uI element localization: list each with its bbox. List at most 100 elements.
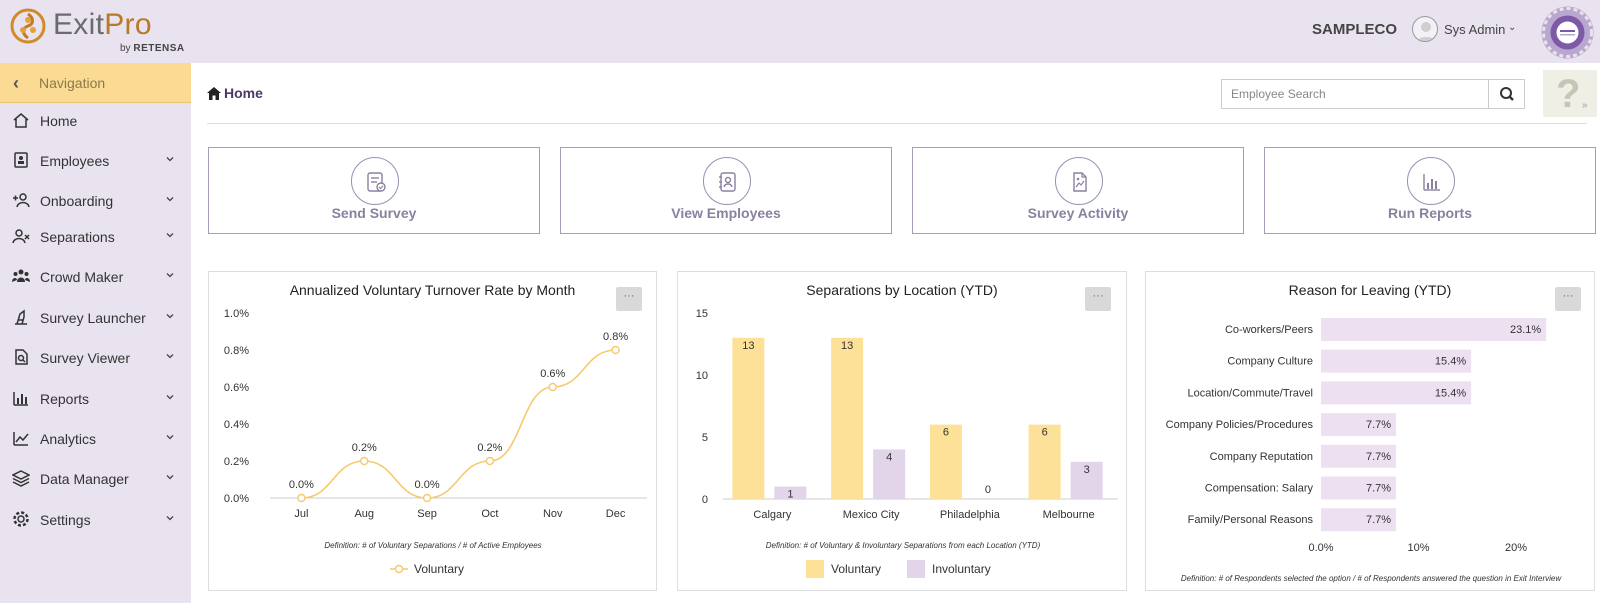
data-label: 7.7% <box>1366 483 1391 495</box>
legend-swatch-involuntary <box>907 560 925 578</box>
data-point <box>422 493 432 503</box>
main-content: Home ? » Send Survey View Employees Surv… <box>191 63 1600 603</box>
chevron-down-icon[interactable] <box>165 472 175 482</box>
navigation-label: Navigation <box>39 75 106 91</box>
reason-bar-chart: Co-workers/Peers 23.1% Company Culture 15.4… <box>1166 318 1562 583</box>
legend-marker-voluntary <box>394 564 404 574</box>
chevron-down-icon[interactable] <box>165 351 175 361</box>
exitpro-logo[interactable]: ExitPro by RETENSA <box>10 6 190 58</box>
chevron-down-icon[interactable] <box>165 194 175 204</box>
legend-label-voluntary: Voluntary <box>831 562 881 576</box>
x-tick-label: 20% <box>1505 542 1527 554</box>
sidebar: ‹ Navigation Home Employees Onboarding Sepa… <box>0 63 191 603</box>
sidebar-item-label: Crowd Maker <box>40 269 124 285</box>
search-button[interactable] <box>1488 79 1525 109</box>
report-chart-icon <box>1407 157 1455 205</box>
data-label: 1 <box>787 489 793 501</box>
chevron-down-icon[interactable] <box>165 513 175 523</box>
bar-chart-icon <box>13 392 28 406</box>
sidebar-item-label: Data Manager <box>40 471 129 487</box>
data-label: 0.2% <box>477 442 502 454</box>
x-tick-label: 10% <box>1407 542 1429 554</box>
run-reports-card[interactable]: Run Reports <box>1264 147 1596 234</box>
sidebar-item-survey-launcher[interactable]: Survey Launcher <box>0 301 191 335</box>
contacts-book-icon <box>703 157 751 205</box>
double-chevron-down-icon: » <box>1582 100 1588 111</box>
bar-voluntary <box>732 337 765 499</box>
x-tick-label: 0.0% <box>1308 542 1333 554</box>
survey-activity-card[interactable]: Survey Activity <box>912 147 1244 234</box>
logo-byline: by RETENSA <box>120 43 185 54</box>
turnover-chart-panel: Annualized Voluntary Turnover Rate by Mo… <box>208 271 657 591</box>
remove-user-icon <box>12 229 30 244</box>
data-label: 15.4% <box>1435 387 1466 399</box>
data-label: 0.6% <box>540 368 565 380</box>
reason-bar <box>1321 444 1397 468</box>
layers-icon <box>12 470 30 487</box>
x-tick-label: Nov <box>543 508 563 520</box>
x-tick-label: Oct <box>481 508 498 520</box>
send-survey-icon <box>351 157 399 205</box>
y-tick-label: Company Reputation <box>1210 451 1313 463</box>
employee-search-input[interactable] <box>1221 79 1489 109</box>
x-tick-label: Sep <box>417 508 437 520</box>
data-label: 13 <box>841 340 853 352</box>
home-icon <box>207 87 221 100</box>
run-reports-label: Run Reports <box>1388 205 1472 221</box>
chevron-down-icon[interactable] <box>165 270 175 280</box>
activity-file-icon <box>1055 157 1103 205</box>
turnover-line-chart: 0.0% 0.2% 0.4% 0.6% 0.8% 1.0% Jul Aug Sep Oct Nov D… <box>224 308 647 576</box>
home-icon <box>13 113 29 128</box>
user-menu[interactable]: Sys Admin <box>1444 22 1506 37</box>
help-button[interactable]: ? » <box>1543 70 1597 117</box>
legend-label-voluntary: Voluntary <box>414 562 464 576</box>
send-survey-label: Send Survey <box>331 205 417 221</box>
sidebar-item-reports[interactable]: Reports <box>0 382 191 416</box>
sidebar-item-onboarding[interactable]: Onboarding <box>0 184 191 218</box>
y-tick-label: 0.0% <box>224 493 249 505</box>
chevron-down-icon[interactable] <box>165 392 175 402</box>
y-tick-label: Compensation: Salary <box>1205 483 1314 495</box>
data-point <box>297 493 306 503</box>
view-employees-card[interactable]: View Employees <box>560 147 892 234</box>
chart-menu-button[interactable]: ··· <box>616 287 642 311</box>
chart-title: Annualized Voluntary Turnover Rate by Mo… <box>289 282 576 298</box>
sidebar-item-survey-viewer[interactable]: Survey Viewer <box>0 341 191 375</box>
y-tick-label: 10 <box>696 370 708 382</box>
navigation-toggle[interactable]: ‹ Navigation <box>0 63 191 103</box>
send-survey-card[interactable]: Send Survey <box>208 147 540 234</box>
sidebar-item-data-manager[interactable]: Data Manager <box>0 462 191 496</box>
chevron-down-icon[interactable]: ⌄ <box>1508 22 1517 33</box>
chart-menu-button[interactable]: ··· <box>1555 287 1581 311</box>
sidebar-item-crowd-maker[interactable]: Crowd Maker <box>0 260 191 294</box>
chevron-down-icon[interactable] <box>165 154 175 164</box>
sidebar-item-settings[interactable]: Settings <box>0 503 191 537</box>
line-chart-icon <box>13 432 29 446</box>
legend-label-involuntary: Involuntary <box>932 562 991 576</box>
sidebar-item-label: Analytics <box>40 431 97 447</box>
chevron-down-icon[interactable] <box>165 230 175 240</box>
sidebar-item-label: Separations <box>40 229 115 245</box>
data-point <box>548 382 557 392</box>
sidebar-item-analytics[interactable]: Analytics <box>0 422 191 456</box>
breadcrumb[interactable]: Home <box>207 85 263 101</box>
chart-menu-button[interactable]: ··· <box>1085 287 1111 311</box>
sidebar-item-label: Employees <box>40 153 110 169</box>
sidebar-item-home[interactable]: Home <box>0 104 191 138</box>
chevron-down-icon[interactable] <box>165 311 175 321</box>
data-label: 13 <box>742 340 754 352</box>
chart-title: Separations by Location (YTD) <box>806 282 998 298</box>
y-tick-label: Company Policies/Procedures <box>1166 419 1314 431</box>
sidebar-item-label: Onboarding <box>40 193 114 209</box>
data-label: 3 <box>1084 464 1090 476</box>
chevron-down-icon[interactable] <box>165 432 175 442</box>
data-label: 0.0% <box>289 479 314 491</box>
series-line-voluntary <box>301 349 616 499</box>
avatar[interactable] <box>1412 16 1438 42</box>
x-tick-label: Philadelphia <box>940 509 1001 521</box>
y-tick-label: 0.4% <box>224 419 249 431</box>
sidebar-item-separations[interactable]: Separations <box>0 220 191 254</box>
data-label: 4 <box>886 451 892 463</box>
sidebar-item-employees[interactable]: Employees <box>0 144 191 178</box>
data-label: 0 <box>985 484 991 496</box>
